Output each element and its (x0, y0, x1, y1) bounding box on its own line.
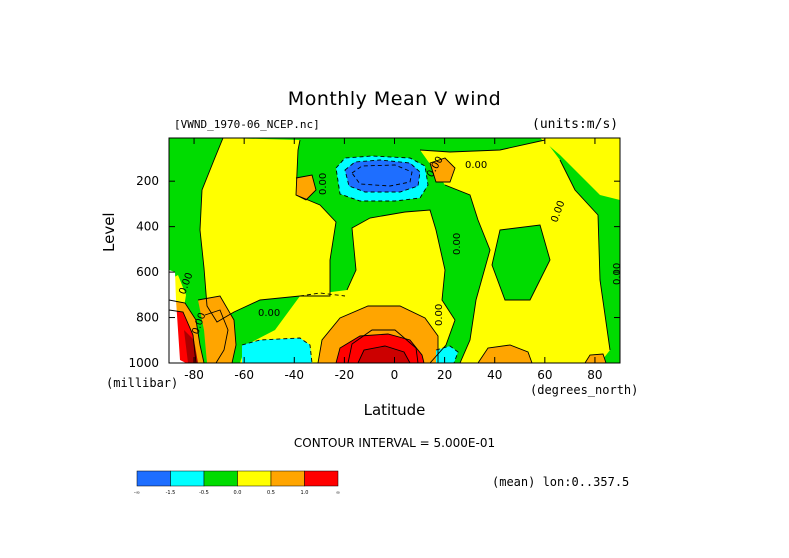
contour-line (295, 174, 317, 201)
field-positive-north-top (540, 138, 620, 200)
y-tick-label: 400 (136, 220, 159, 234)
contour-plot-area: 0.000.00 0.000.000.000.000.000.00 0.000.00 (169, 138, 623, 363)
contour-interval-note: CONTOUR INTERVAL = 5.000E-01 (293, 436, 496, 450)
contour-label: 0.00 (434, 304, 445, 326)
x-axis: -80 -60 -40 -20 0 20 40 60 80 (184, 138, 603, 382)
chart-title: Monthly Mean V wind (287, 88, 502, 110)
contour-line-negative (351, 164, 413, 187)
field-negative-upper-blue (345, 160, 420, 192)
contour-line (317, 305, 439, 363)
x-axis-label: Latitude (363, 401, 426, 419)
field-positive-tiny-orange (430, 158, 455, 182)
contour-line (429, 157, 456, 183)
field-positive-midlat-orange (296, 175, 316, 200)
field-positive-south-max-2 (198, 296, 236, 363)
dataset-label: [VWND_1970-06_NCEP.nc] (174, 118, 320, 131)
field-negative-midlat-cyan (242, 338, 312, 363)
field-positive-nh-orange-2 (585, 354, 606, 363)
field-negative-north-gap (492, 225, 550, 300)
colorbar-swatch (203, 470, 238, 487)
colorbar-label: -∞ (134, 490, 140, 496)
colorbar-label: -0.5 (199, 490, 209, 496)
contour-line (559, 159, 611, 351)
contour-label: 0.00 (318, 173, 329, 195)
contour-line (169, 299, 205, 363)
contour-line (204, 309, 229, 363)
colorbar-label: 0.0 (234, 490, 242, 496)
mean-longitude-note: (mean) lon:0..357.5 (492, 475, 630, 489)
colorbar-label: -1.5 (166, 490, 176, 496)
y-tick-label: 800 (136, 311, 159, 325)
contour-line (347, 329, 419, 363)
contour-line (491, 224, 551, 301)
field-positive-south-band (200, 138, 336, 322)
contour-line (197, 295, 237, 363)
field-positive-south-darkred (184, 330, 198, 363)
contour-label: 0.00 (258, 308, 280, 319)
units-label: (units:m/s) (532, 117, 619, 132)
contour-line (444, 184, 491, 363)
colorbar-swatch (270, 470, 305, 487)
y-tick-label: 600 (136, 265, 159, 279)
x-tick-label: -20 (335, 368, 355, 382)
x-tick-label: 60 (537, 368, 552, 382)
contour-line-negative (299, 292, 346, 297)
colorbar-label: 1.0 (301, 490, 309, 496)
contour-line (199, 138, 337, 323)
contour-label: 0.00 (452, 233, 463, 255)
contour-line (335, 333, 425, 363)
colorbar-label: ∞ (336, 490, 340, 496)
y-axis-label: Level (100, 212, 118, 252)
x-tick-label: -40 (284, 368, 304, 382)
colorbar-swatch (304, 470, 339, 487)
contour-line-negative (435, 345, 459, 363)
x-tick-label: 40 (487, 368, 502, 382)
y-tick-label: 1000 (128, 356, 159, 370)
x-tick-label: 0 (391, 368, 399, 382)
y-axis-unit: (millibar) (106, 376, 179, 390)
contour-line (477, 344, 533, 363)
contour-line (346, 209, 456, 363)
contour-line-negative (241, 337, 313, 363)
x-tick-label: -80 (184, 368, 204, 382)
y-axis: 200 400 600 800 1000 (128, 174, 620, 370)
contour-label: 0.00 (612, 263, 623, 285)
contour-line (584, 353, 607, 363)
x-tick-label: -60 (234, 368, 254, 382)
contour-line (357, 345, 411, 363)
contour-line (169, 309, 197, 363)
colorbar-label: 0.5 (267, 490, 275, 496)
colorbar-swatch (237, 470, 272, 487)
contour-line (419, 139, 546, 153)
below-ground-mask (169, 270, 186, 363)
x-axis-unit: (degrees_north) (530, 383, 639, 397)
colorbar: -∞ -1.5 -0.5 0.0 0.5 1.0 ∞ (134, 470, 340, 496)
contour-line-negative (335, 155, 429, 202)
field-positive-nh-orange (478, 345, 532, 363)
colorbar-swatch (170, 470, 205, 487)
colorbar-swatch (136, 470, 171, 487)
y-tick-label: 200 (136, 174, 159, 188)
x-tick-label: 20 (437, 368, 452, 382)
contour-label: 0.00 (465, 160, 487, 171)
x-tick-label: 80 (587, 368, 602, 382)
